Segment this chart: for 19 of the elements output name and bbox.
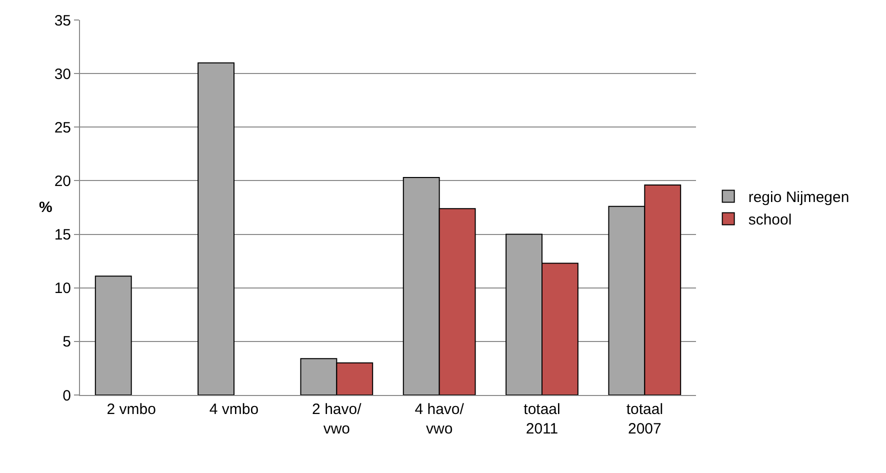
y-tick-label: 30 — [54, 66, 71, 83]
y-tick-label: 10 — [54, 280, 71, 298]
y-tick-label: 20 — [54, 172, 71, 190]
y-tick-label: 0 — [62, 387, 71, 404]
bar — [94, 276, 132, 395]
legend-label: school — [748, 212, 792, 229]
legend-label: regio Nijmegen — [748, 189, 850, 206]
y-tick-label: 25 — [54, 119, 71, 136]
x-tick-label: totaal 2007 — [626, 401, 664, 438]
x-tick-label: totaal 2011 — [524, 401, 560, 438]
y-tick-label: 5 — [62, 334, 71, 351]
x-tick-label: 2 vmbo — [106, 401, 156, 418]
bar — [198, 62, 234, 395]
y-tick-label: 35 — [54, 12, 71, 30]
y-axis-title: % — [39, 199, 52, 216]
x-tick-label: 4 havo/ vwo — [414, 401, 465, 438]
x-tick-label: 2 havo/ vwo — [312, 401, 362, 438]
x-tick-label: 4 vmbo — [209, 401, 259, 418]
y-tick-label: 15 — [54, 226, 71, 244]
